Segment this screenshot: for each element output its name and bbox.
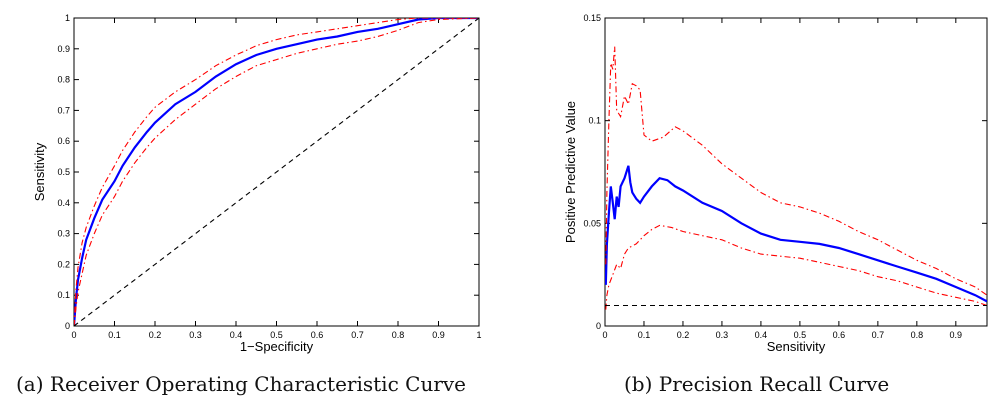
x-tick-label: 0.3 xyxy=(189,330,202,340)
x-tick-label: 0 xyxy=(602,330,607,340)
y-tick-label: 0.7 xyxy=(57,105,70,115)
plot-area xyxy=(605,18,987,326)
x-tick-label: 0 xyxy=(71,330,76,340)
caption-precision-recall: (b) Precision Recall Curve xyxy=(624,372,889,396)
x-axis-label: Sensitivity xyxy=(767,339,826,354)
y-axis-label: Sensitivity xyxy=(32,142,47,201)
x-tick-label: 0.8 xyxy=(392,330,405,340)
x-tick-label: 0.2 xyxy=(677,330,690,340)
x-tick-label: 1 xyxy=(476,330,481,340)
y-tick-label: 0.2 xyxy=(57,259,70,269)
y-tick-label: 0.05 xyxy=(583,218,601,228)
y-tick-label: 1 xyxy=(65,13,70,23)
y-axis-label: Positive Predictive Value xyxy=(563,101,578,243)
y-tick-label: 0.1 xyxy=(57,290,70,300)
y-tick-label: 0.1 xyxy=(588,116,601,126)
x-tick-label: 0.7 xyxy=(872,330,885,340)
x-tick-label: 0.6 xyxy=(833,330,846,340)
y-tick-label: 0.6 xyxy=(57,136,70,146)
roc-chart: 0 0.1 0.2 0.3 0.4 0.5 0.6 0.7 0.8 0.9 1 0 0.1 0.2 0.3 0… xyxy=(0,0,498,370)
x-tick-label: 0.2 xyxy=(149,330,162,340)
precision-recall-chart: 0 0.1 0.2 0.3 0.4 0.5 0.6 0.7 0.8 0.900.050.10.15… xyxy=(498,0,996,370)
x-tick-label: 0.8 xyxy=(911,330,924,340)
y-tick-label: 0.5 xyxy=(57,167,70,177)
caption-roc: (a) Receiver Operating Characteristic Cu… xyxy=(16,372,466,396)
x-tick-label: 0.9 xyxy=(432,330,445,340)
x-tick-label: 0.1 xyxy=(108,330,121,340)
y-tick-label: 0 xyxy=(65,321,70,331)
y-tick-label: 0.8 xyxy=(57,75,70,85)
y-tick-label: 0.4 xyxy=(57,198,70,208)
y-tick-label: 0.3 xyxy=(57,229,70,239)
x-tick-label: 0.9 xyxy=(950,330,963,340)
y-tick-label: 0.15 xyxy=(583,13,601,23)
x-axis-label: 1−Specificity xyxy=(240,339,314,354)
x-tick-label: 0.1 xyxy=(638,330,651,340)
x-tick-label: 0.3 xyxy=(716,330,729,340)
x-tick-label: 0.7 xyxy=(351,330,364,340)
y-tick-label: 0 xyxy=(596,321,601,331)
y-tick-label: 0.9 xyxy=(57,44,70,54)
x-tick-label: 0.4 xyxy=(755,330,768,340)
